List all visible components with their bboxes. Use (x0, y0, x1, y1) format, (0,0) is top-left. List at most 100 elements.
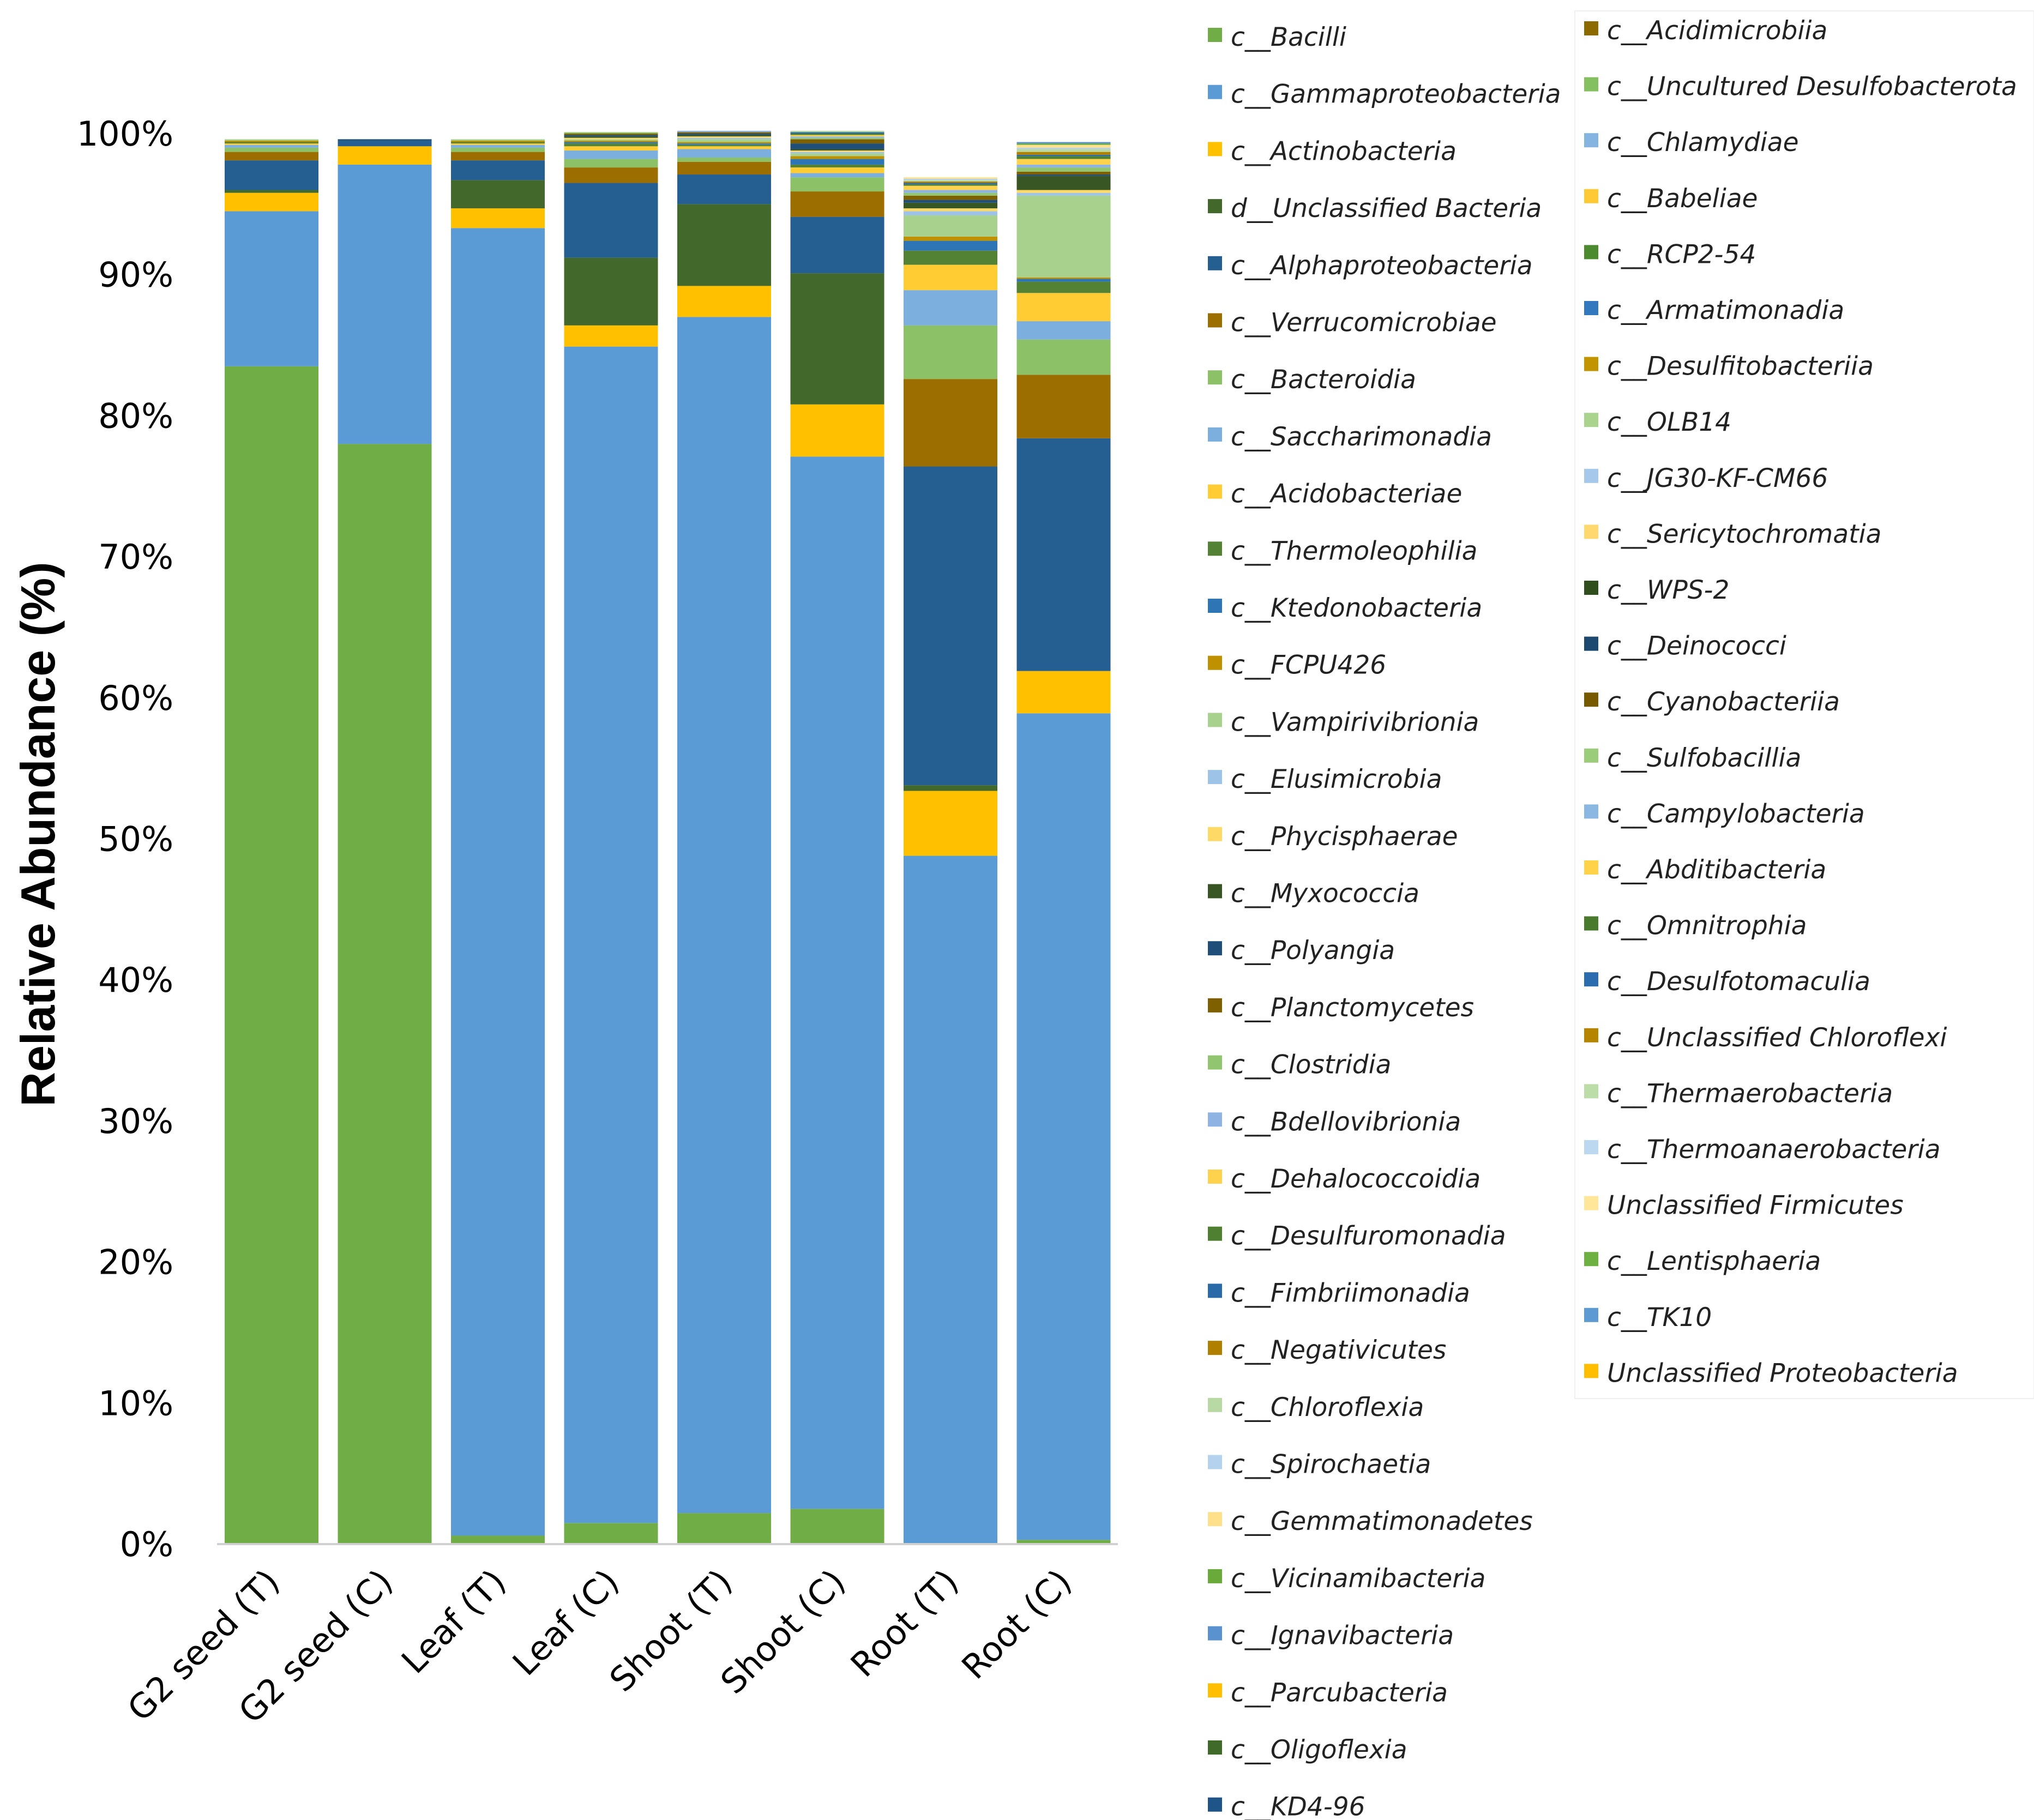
legend-swatch (1584, 804, 1598, 819)
legend-label: c__Thermoanaerobacteria (1607, 1135, 1941, 1165)
y-tick-label: 20% (98, 1243, 173, 1282)
bar-segment (451, 143, 545, 145)
bar-segment (904, 200, 997, 203)
legend-swatch (1208, 655, 1222, 670)
bar-segment (1016, 277, 1111, 279)
legend-label: c__Desulfuromonadia (1231, 1221, 1506, 1251)
legend-swatch (1584, 301, 1598, 315)
legend: c__Bacilli c__Gammaproteobacteria c__Actin… (1208, 10, 2034, 1820)
legend-label: c__Clostridia (1231, 1050, 1391, 1080)
bars-group (225, 130, 1111, 1544)
bar-segment (677, 130, 771, 132)
y-tick-label: 100% (77, 114, 173, 154)
legend-swatch (1208, 1112, 1222, 1127)
bar-segment (451, 144, 545, 148)
legend-swatch (1584, 748, 1598, 763)
legend-swatch (1208, 1226, 1222, 1241)
bar-segment (225, 143, 318, 145)
bar-segment (790, 135, 884, 137)
bar-segment (677, 204, 771, 286)
bar-segment (1016, 321, 1111, 340)
bar-segment (677, 144, 771, 147)
y-tick-label: 0% (120, 1524, 173, 1564)
legend-swatch (1208, 1283, 1222, 1298)
bar-segment (1016, 167, 1111, 172)
legend-label: c__RCP2-54 (1607, 239, 1756, 269)
legend-label: c__Babeliae (1607, 184, 1758, 214)
bar-segment (677, 136, 771, 138)
legend-label: c__Sulfobacillia (1607, 743, 1801, 773)
bar-segment (1016, 164, 1111, 168)
legend-label: c__Vampirivibrionia (1231, 707, 1479, 737)
legend-label: c__Gemmatimonadetes (1231, 1506, 1533, 1536)
bar-segment (904, 178, 997, 180)
bar-segment (451, 228, 545, 1536)
legend-swatch (1584, 581, 1598, 595)
bar-segment (904, 240, 997, 251)
legend-label: c__Saccharimonadia (1231, 422, 1492, 452)
bar-segment (790, 152, 884, 154)
legend-label: c__Actinobacteria (1231, 136, 1457, 166)
bar-segment (225, 144, 318, 148)
legend-label: c__Bacilli (1231, 22, 1346, 52)
bar-segment (677, 317, 771, 1514)
bar-segment (904, 379, 997, 467)
bar-segment (904, 183, 997, 185)
bar-segment (790, 134, 884, 135)
legend-swatch (1208, 1170, 1222, 1184)
bar-segment (790, 404, 884, 457)
legend-label: c__Oligoflexia (1231, 1735, 1407, 1765)
legend-swatch (1208, 1797, 1222, 1812)
bar-segment (904, 466, 997, 786)
bar-segment (790, 137, 884, 140)
bar-segment (451, 152, 545, 161)
legend-swatch (1584, 972, 1598, 987)
bar-segment (1016, 438, 1111, 671)
bar-segment (1016, 671, 1111, 714)
bar-segment (338, 164, 432, 444)
legend-swatch (1208, 1512, 1222, 1527)
legend-label: c__Alphaproteobacteria (1231, 251, 1533, 281)
bar-segment (904, 177, 997, 179)
legend-label: c__Polyangia (1231, 936, 1395, 966)
bar-segment (677, 143, 771, 145)
legend-swatch (1584, 413, 1598, 427)
legend-label: c__Phycisphaerae (1231, 822, 1458, 852)
y-tick-label: 70% (98, 537, 173, 577)
legend-label: c__Elusimicrobia (1231, 764, 1442, 794)
bar-segment (677, 137, 771, 140)
legend-label: c__Omnitrophia (1607, 911, 1807, 941)
bar-segment (338, 146, 432, 165)
bar-segment (451, 140, 545, 142)
bar-segment (1016, 375, 1111, 438)
x-tick-labels: G2 seed (T)G2 seed (C)Leaf (T)Leaf (C)Sh… (120, 1562, 1079, 1731)
bar-segment (1016, 143, 1111, 145)
bar-segment (1016, 159, 1111, 165)
legend-label: c__Chlamydiae (1607, 128, 1799, 158)
bar-segment (904, 185, 997, 190)
bar-segment (1016, 171, 1111, 175)
bar-segment (904, 208, 997, 212)
bar-segment (904, 290, 997, 326)
bar-segment (677, 132, 771, 134)
bar-segment (790, 143, 884, 149)
x-tick-label: Root (C) (954, 1562, 1079, 1687)
legend-label: c__Campylobacteria (1607, 799, 1865, 829)
legend-swatch (1208, 28, 1222, 42)
bar-segment (1016, 293, 1111, 322)
y-tick-label: 10% (98, 1383, 173, 1423)
bar-segment (677, 142, 771, 144)
bar-segment (1016, 149, 1111, 152)
y-tick-label: 90% (98, 255, 173, 295)
legend-label: c__Desulfotomaculia (1607, 967, 1870, 997)
bar-segment (1016, 339, 1111, 375)
bar-segment (1016, 156, 1111, 159)
bar-segment (225, 139, 318, 141)
bar-segment (338, 140, 432, 147)
legend-label: c__Vicinamibacteria (1231, 1564, 1485, 1594)
bar-segment (451, 208, 545, 228)
legend-swatch (1584, 1364, 1598, 1378)
legend-swatch (1208, 1740, 1222, 1755)
legend-swatch (1208, 370, 1222, 385)
bar-segment (677, 134, 771, 135)
